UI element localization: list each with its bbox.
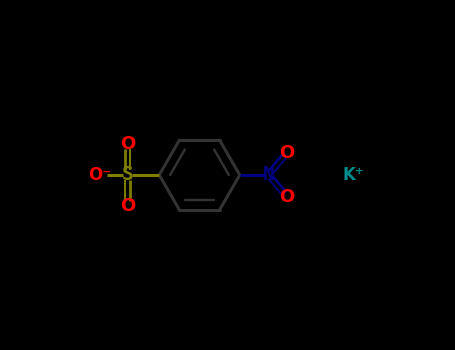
Text: O: O xyxy=(279,188,294,206)
Text: O: O xyxy=(120,197,136,215)
Text: S: S xyxy=(122,166,134,184)
Text: K⁺: K⁺ xyxy=(343,166,364,184)
Text: O: O xyxy=(120,135,136,153)
Text: N: N xyxy=(263,166,274,184)
Text: O⁻: O⁻ xyxy=(88,166,111,184)
Text: O: O xyxy=(279,144,294,162)
